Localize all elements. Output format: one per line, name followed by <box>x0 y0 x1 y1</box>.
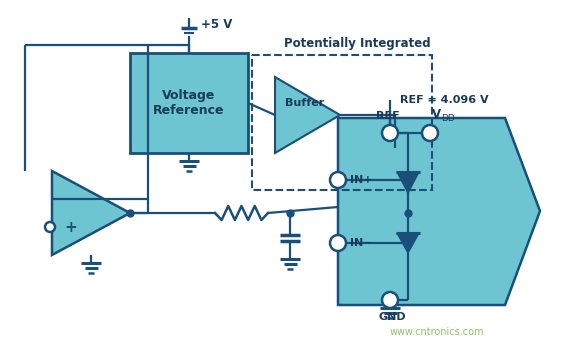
Text: Voltage
Reference: Voltage Reference <box>153 89 225 117</box>
Circle shape <box>382 125 398 141</box>
Circle shape <box>330 172 346 188</box>
Polygon shape <box>275 77 340 153</box>
Polygon shape <box>397 233 419 253</box>
Text: IN+: IN+ <box>350 175 372 185</box>
Text: GND: GND <box>378 312 406 322</box>
Text: IN−: IN− <box>350 238 372 248</box>
Circle shape <box>45 222 55 232</box>
Circle shape <box>382 292 398 308</box>
Text: +5 V: +5 V <box>201 19 233 31</box>
Text: DD: DD <box>441 114 455 123</box>
Text: REF = 4.096 V: REF = 4.096 V <box>400 95 489 105</box>
Text: REF: REF <box>376 111 400 121</box>
Bar <box>252 55 432 190</box>
Text: V: V <box>432 108 441 121</box>
Text: Buffer: Buffer <box>285 98 324 108</box>
Text: +: + <box>64 219 77 235</box>
Circle shape <box>422 125 438 141</box>
Text: www.cntronics.com: www.cntronics.com <box>390 327 485 337</box>
Circle shape <box>330 235 346 251</box>
Polygon shape <box>397 172 419 193</box>
Polygon shape <box>338 118 540 305</box>
Text: −: − <box>64 191 77 207</box>
Polygon shape <box>52 171 130 255</box>
Text: Potentially Integrated: Potentially Integrated <box>284 37 430 50</box>
Bar <box>130 53 248 153</box>
